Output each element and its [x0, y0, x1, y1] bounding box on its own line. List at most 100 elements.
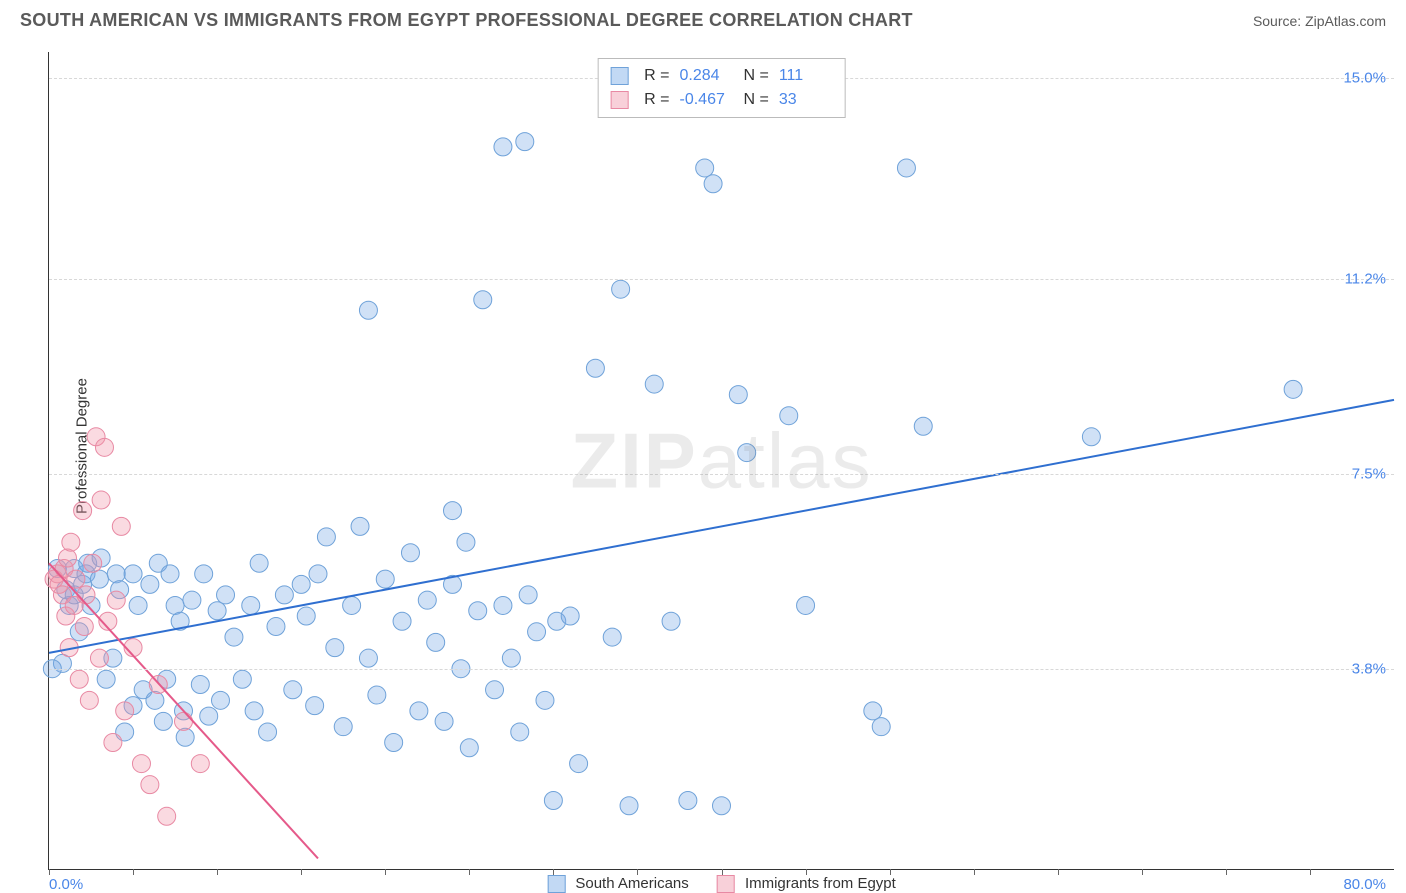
data-point [97, 670, 115, 688]
data-point [191, 755, 209, 773]
data-point [544, 791, 562, 809]
data-point [494, 138, 512, 156]
data-point [444, 502, 462, 520]
data-point [385, 733, 403, 751]
data-point [233, 670, 251, 688]
data-point [259, 723, 277, 741]
n-label: N = [744, 88, 769, 112]
r-value: -0.467 [680, 88, 734, 112]
data-point [704, 175, 722, 193]
data-point [70, 670, 88, 688]
data-point [872, 718, 890, 736]
grid-line [49, 474, 1394, 475]
legend-swatch-icon [717, 875, 735, 893]
legend-item-immigrants-egypt: Immigrants from Egypt [717, 875, 896, 893]
n-value: 111 [779, 64, 833, 88]
data-point [351, 517, 369, 535]
data-point [90, 570, 108, 588]
data-point [401, 544, 419, 562]
correlation-legend: R = 0.284 N = 111 R = -0.467 N = 33 [597, 58, 846, 118]
data-point [245, 702, 263, 720]
data-point [914, 417, 932, 435]
chart-title: SOUTH AMERICAN VS IMMIGRANTS FROM EGYPT … [20, 10, 913, 31]
x-tick [49, 869, 50, 875]
data-point [124, 565, 142, 583]
x-axis-max-label: 80.0% [1343, 876, 1386, 893]
data-point [457, 533, 475, 551]
data-point [519, 586, 537, 604]
grid-line [49, 669, 1394, 670]
data-point [84, 554, 102, 572]
source-attribution: Source: ZipAtlas.com [1253, 13, 1386, 29]
x-tick [1226, 869, 1227, 875]
data-point [225, 628, 243, 646]
x-tick [1310, 869, 1311, 875]
data-point [486, 681, 504, 699]
data-point [132, 755, 150, 773]
x-tick [385, 869, 386, 875]
data-point [713, 797, 731, 815]
data-point [176, 728, 194, 746]
data-point [570, 755, 588, 773]
data-point [586, 359, 604, 377]
y-tick-label: 3.8% [1352, 660, 1386, 677]
data-point [306, 697, 324, 715]
data-point [161, 565, 179, 583]
data-point [780, 407, 798, 425]
data-point [511, 723, 529, 741]
x-tick [806, 869, 807, 875]
regression-line [49, 400, 1394, 653]
data-point [469, 602, 487, 620]
legend-label: Immigrants from Egypt [745, 875, 896, 892]
n-value: 33 [779, 88, 833, 112]
x-tick [1058, 869, 1059, 875]
data-point [112, 517, 130, 535]
data-point [58, 549, 76, 567]
data-point [116, 702, 134, 720]
data-point [77, 586, 95, 604]
data-point [107, 565, 125, 583]
data-point [297, 607, 315, 625]
data-point [154, 712, 172, 730]
data-point [696, 159, 714, 177]
data-point [309, 565, 327, 583]
data-point [1284, 380, 1302, 398]
data-point [797, 596, 815, 614]
data-point [75, 618, 93, 636]
legend-row-series-1: R = 0.284 N = 111 [610, 64, 833, 88]
data-point [95, 438, 113, 456]
data-point [516, 133, 534, 151]
legend-row-series-2: R = -0.467 N = 33 [610, 88, 833, 112]
x-tick [637, 869, 638, 875]
x-tick [722, 869, 723, 875]
data-point [107, 591, 125, 609]
data-point [104, 733, 122, 751]
data-point [80, 691, 98, 709]
x-tick [469, 869, 470, 875]
n-label: N = [744, 64, 769, 88]
grid-line [49, 279, 1394, 280]
legend-swatch-icon [610, 91, 628, 109]
data-point [90, 649, 108, 667]
data-point [242, 596, 260, 614]
x-tick [553, 869, 554, 875]
data-point [738, 444, 756, 462]
data-point [211, 691, 229, 709]
data-point [217, 586, 235, 604]
x-tick [133, 869, 134, 875]
data-point [418, 591, 436, 609]
data-point [435, 712, 453, 730]
data-point [1082, 428, 1100, 446]
data-point [603, 628, 621, 646]
data-point [612, 280, 630, 298]
data-point [359, 649, 377, 667]
data-point [208, 602, 226, 620]
data-point [195, 565, 213, 583]
data-point [129, 596, 147, 614]
x-tick [1142, 869, 1143, 875]
data-point [267, 618, 285, 636]
data-point [250, 554, 268, 572]
legend-item-south-americans: South Americans [547, 875, 689, 893]
data-point [183, 591, 201, 609]
r-label: R = [644, 88, 669, 112]
